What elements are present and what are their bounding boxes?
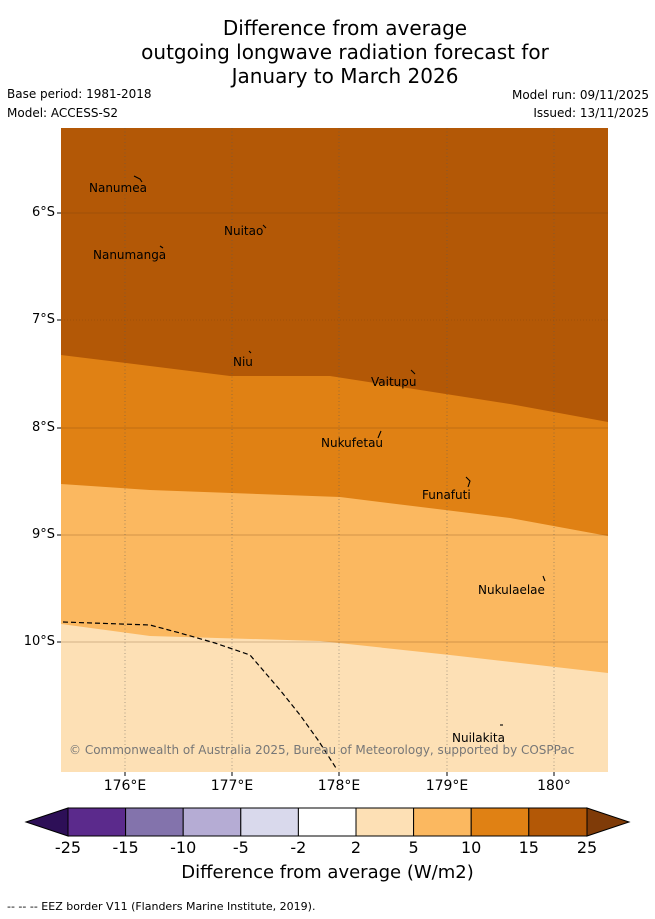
colorbar-extend-low [24,807,69,837]
colorbar-segment-4 [240,807,299,837]
island-shape-vaitupu [410,369,416,375]
copyright-text: © Commonwealth of Australia 2025, Bureau… [69,743,574,757]
colorbar-tick-label: -2 [290,838,307,857]
band-15-to-25 [61,128,608,422]
lat-label-9s: 9°S [31,527,55,542]
colorbar [24,807,631,837]
colorbar-tick-label: -15 [112,838,139,857]
base-period: Base period: 1981-2018 [7,87,152,101]
colorbar-tick-label: 10 [461,838,482,857]
model-name: Model: ACCESS-S2 [7,106,119,120]
colorbar-segment-9 [528,807,588,837]
island-label-nuitao: Nuitao [224,224,263,238]
island-labels: Nanumea Nuitao Nanumanga Niu Vaitupu Nuk… [89,181,545,745]
colorbar-extend-high [586,807,631,837]
lon-label-180: 180° [537,778,571,794]
eez-footnote: -- -- -- EEZ border V11 (Flanders Marine… [7,900,316,913]
island-label-nanumanga: Nanumanga [93,248,166,262]
colorbar-tick-label: 15 [518,838,539,857]
lat-label-10s: 10°S [23,634,55,649]
island-label-niu: Niu [233,355,253,369]
colorbar-segment-1 [67,807,127,837]
island-shape-nuitao [262,224,267,229]
issued-date: Issued: 13/11/2025 [533,106,649,120]
island-label-nukulaelae: Nukulaelae [478,583,545,597]
island-label-vaitupu: Vaitupu [371,375,417,389]
lat-gridlines [61,212,608,643]
island-shape-nukufetau [377,430,382,439]
colorbar-tick-label: -10 [170,838,197,857]
island-shapes [133,175,546,726]
eez-border [62,621,337,769]
island-label-funafuti: Funafuti [422,488,471,502]
colorbar-segment-6 [355,807,415,837]
colorbar-segment-3 [182,807,242,837]
lon-label-176e: 176°E [103,778,147,794]
lat-label-8s: 8°S [31,420,55,435]
model-run: Model run: 09/11/2025 [511,88,649,102]
chart-title: Difference from average outgoing longwav… [0,16,655,88]
lat-label-6s: 6°S [31,205,55,220]
island-label-nuilakita: Nuilakita [452,731,505,745]
island-shape-niu [248,350,252,354]
colorbar-tick-label: 5 [408,838,419,857]
lon-label-179e: 179°E [425,778,469,794]
island-label-nanumea: Nanumea [89,181,147,195]
colorbar-segment-5 [297,807,357,837]
colorbar-tick-label: -5 [232,838,249,857]
island-shape-funafuti [465,476,471,488]
colorbar-tick-label: -25 [54,838,82,857]
lon-label-177e: 177°E [210,778,254,794]
title-line-3: January to March 2026 [231,64,459,88]
title-line-2: outgoing longwave radiation forecast for [141,40,549,64]
colorbar-tick-label: 25 [576,838,598,857]
colorbar-segment-7 [413,807,472,837]
lon-label-178e: 178°E [317,778,361,794]
band-edge [61,740,330,772]
colorbar-title: Difference from average (W/m2) [181,862,474,883]
island-shape-nukulaelae [542,575,546,582]
island-label-nukufetau: Nukufetau [321,436,383,450]
island-shape-nanumea [133,175,143,183]
lon-gridlines [124,128,555,772]
island-shape-nanumanga [159,245,164,249]
colorbar-segment-8 [470,807,530,837]
colorbar-segment-2 [125,807,184,837]
map-ticks [57,212,555,776]
lat-label-7s: 7°S [31,312,55,327]
title-line-1: Difference from average [222,16,468,40]
colorbar-tick-label: 2 [350,838,362,857]
